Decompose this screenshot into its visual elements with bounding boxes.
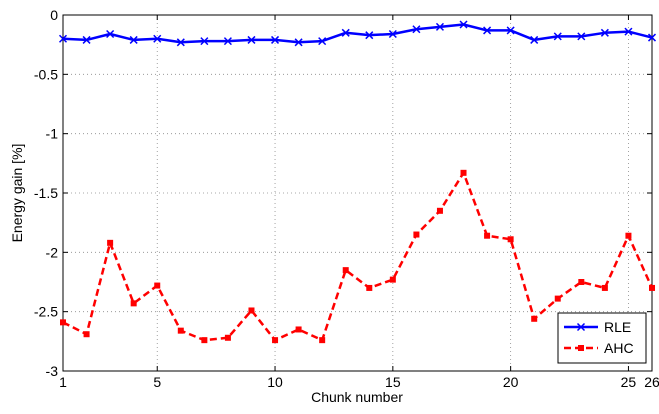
data-point-ahc [484, 232, 491, 239]
legend: RLE AHC [557, 312, 647, 364]
data-point-rle [223, 37, 232, 46]
x-tick-label: 25 [621, 374, 637, 390]
data-point-rle [200, 37, 209, 46]
data-point-ahc [295, 326, 302, 333]
legend-marker-rle [576, 322, 586, 332]
data-point-rle [530, 35, 539, 44]
data-point-rle [553, 32, 562, 41]
data-point-ahc [554, 295, 561, 302]
data-point-rle [506, 26, 515, 35]
data-point-rle [82, 35, 91, 44]
data-point-ahc [413, 231, 420, 238]
legend-marker-ahc [578, 345, 584, 351]
data-point-ahc [154, 282, 161, 289]
x-tick-label: 15 [385, 374, 401, 390]
data-point-rle [624, 27, 633, 36]
data-point-ahc [507, 236, 514, 243]
series-ahc [60, 169, 655, 344]
series-rle [58, 20, 657, 47]
legend-label-rle: RLE [604, 319, 631, 335]
axis-ticks: 1 5 10 15 20 25 260-0.5-1-1.5-2-2.5-3 [34, 7, 659, 390]
data-point-ahc [436, 207, 443, 214]
data-point-ahc [366, 284, 373, 291]
data-point-rle [600, 28, 609, 37]
data-point-ahc [342, 267, 349, 274]
series-line-ahc [62, 171, 654, 342]
data-point-rle [153, 34, 162, 43]
series-layer [58, 20, 657, 344]
legend-box [557, 312, 647, 364]
data-point-rle [129, 35, 138, 44]
legend-label-ahc: AHC [604, 340, 634, 356]
data-point-rle [365, 31, 374, 40]
y-tick-label: -2 [46, 244, 59, 260]
x-tick-label: 10 [267, 374, 283, 390]
data-point-ahc [625, 232, 632, 239]
data-point-ahc [531, 315, 538, 322]
data-point-rle [647, 33, 657, 42]
data-point-rle [176, 38, 185, 47]
x-tick-label: 5 [153, 374, 161, 390]
data-point-ahc [272, 337, 279, 344]
y-tick-label: -1 [46, 126, 59, 142]
y-tick-label: -2.5 [34, 304, 58, 320]
data-point-rle [341, 28, 350, 37]
data-point-rle [577, 32, 586, 41]
data-point-rle [294, 38, 303, 47]
legend-entry-rle: RLE [564, 319, 631, 335]
data-point-rle [435, 22, 444, 31]
data-point-ahc [177, 327, 184, 334]
y-tick-label: -0.5 [34, 66, 58, 82]
data-point-ahc [578, 279, 585, 285]
data-point-ahc [107, 239, 114, 246]
data-point-ahc [649, 284, 655, 291]
data-point-ahc [130, 300, 137, 307]
data-point-rle [388, 29, 397, 39]
data-point-rle [106, 29, 115, 39]
data-point-rle [412, 25, 421, 34]
data-point-ahc [248, 307, 255, 314]
data-point-ahc [60, 319, 66, 326]
y-tick-label: -1.5 [34, 185, 58, 201]
data-point-ahc [201, 337, 208, 344]
x-axis-label: Chunk number [311, 389, 403, 405]
data-point-rle [247, 35, 256, 44]
x-tick-label: 20 [503, 374, 519, 390]
data-point-ahc [601, 284, 608, 291]
data-point-rle [483, 26, 492, 35]
data-point-rle [318, 37, 327, 46]
data-point-ahc [83, 331, 90, 338]
y-tick-label: 0 [50, 7, 58, 23]
data-point-rle [459, 20, 468, 29]
data-point-ahc [389, 276, 396, 283]
data-point-ahc [460, 169, 467, 176]
legend-entry-ahc: AHC [564, 340, 634, 356]
x-tick-label: 26 [644, 374, 659, 390]
grid [63, 15, 652, 371]
data-point-rle [271, 35, 280, 44]
data-point-ahc [224, 334, 231, 341]
series-line-rle [62, 23, 653, 44]
y-axis-label: Energy gain [%] [9, 144, 25, 243]
x-tick-label: 1 [59, 374, 67, 390]
data-point-rle [58, 34, 68, 43]
y-tick-label: -3 [46, 363, 59, 379]
data-point-ahc [319, 337, 326, 344]
